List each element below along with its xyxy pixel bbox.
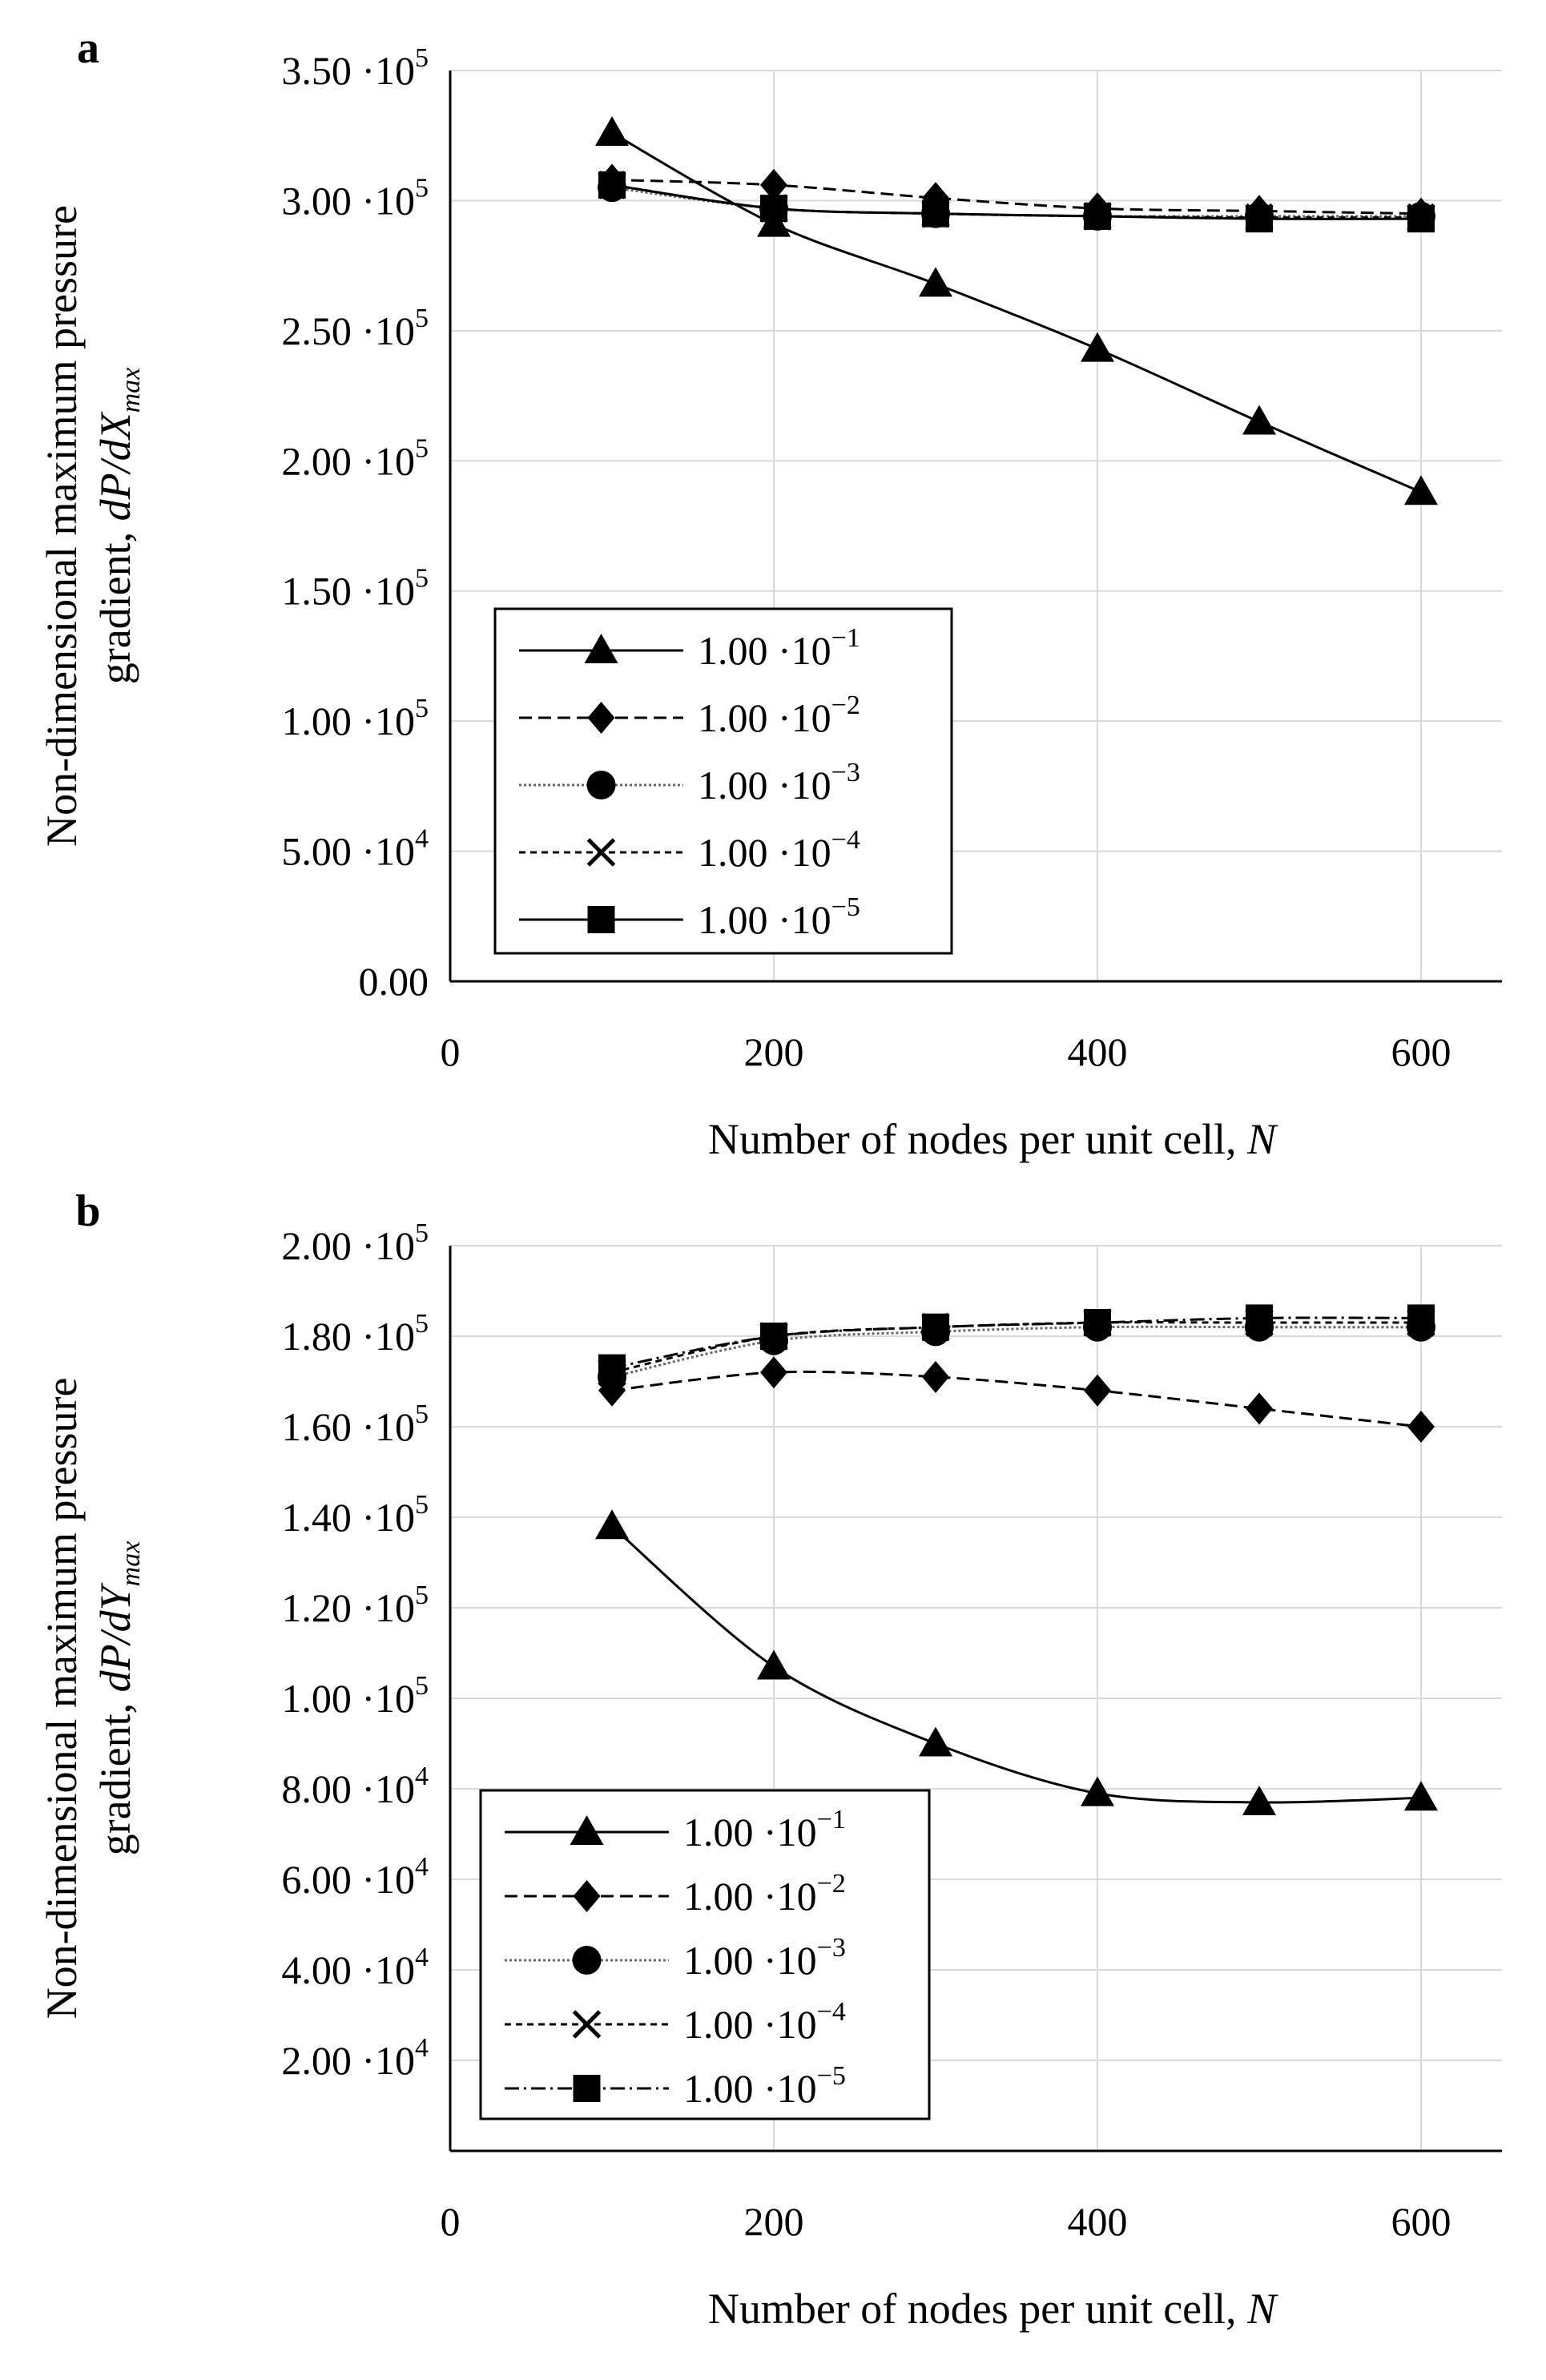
data-point-s1-2 [757,1649,791,1680]
series-line-1 [611,1525,1422,1804]
y-tick-label: 1.00 ·105 [281,694,429,743]
legend-marker-2 [573,1880,601,1912]
legend-marker-3 [572,1946,602,1975]
y-tick-label: 1.20 ·105 [281,1581,429,1630]
legend-label-3: 1.00 ·10−3 [698,758,860,807]
x-tick-label: 0 [441,1029,461,1074]
y-tick-label: 1.50 ·105 [281,564,429,614]
series-line-1 [611,131,1422,493]
data-point-s1-3 [919,1726,952,1757]
y-axis-label-line1: Non-dimensional maximum pressure [38,1378,86,2020]
y-tick-label: 5.00 ·104 [281,824,429,874]
legend-label-4: 1.00 ·10−4 [698,825,860,875]
data-point-s2-4 [1084,1374,1111,1407]
legend-marker-3 [586,771,616,799]
legend-label-5: 1.00 ·10−5 [698,892,860,942]
legend-box [479,1789,931,2120]
y-tick-label: 2.00 ·105 [281,1218,429,1268]
data-point-s1-5 [1242,1785,1276,1815]
series-line-5 [611,183,1422,220]
data-point-s2-6 [1407,1411,1435,1443]
y-axis-label-line2: gradient, dP/dYmax [91,1541,146,1856]
data-point-s2-2 [760,1356,787,1389]
y-tick-label: 8.00 ·104 [281,1762,429,1811]
data-point-s5-2 [760,195,787,223]
legend: 1.00 ·10−1 1.00 ·10−2 1.00 ·10−3 1.00 ·10−4… [493,607,953,955]
y-tick-label: 1.80 ·105 [281,1309,429,1359]
legend-marker-2 [587,702,615,734]
legend-label-3: 1.00 ·10−3 [683,1933,846,1983]
x-tick-label: 600 [1391,2199,1451,2244]
series-line-2 [611,1370,1422,1428]
data-point-s5-1 [598,1354,626,1382]
data-point-s5-1 [598,171,626,199]
data-point-s1-1 [595,1509,629,1540]
legend-marker-5 [573,2075,601,2102]
legend-label-4: 1.00 ·10−4 [683,1997,846,2047]
data-point-s5-6 [1407,1304,1435,1332]
legend-marker-1 [570,1815,604,1845]
legend-marker-5 [587,906,615,933]
data-point-s5-3 [922,199,949,228]
y-tick-label: 2.00 ·104 [281,2033,429,2083]
data-point-s1-6 [1404,1781,1438,1811]
panel-label: a [77,23,99,73]
chart-panel-a: a 0.00 5.00 ·104 1.00 ·105 1.50 ·105 2.00 ·10… [38,23,1502,1163]
series-line-3 [611,1325,1421,1379]
data-point-s5-5 [1246,205,1273,233]
legend-marker-4 [572,2010,602,2039]
legend-marker-1 [584,634,618,663]
y-tick-label: 2.00 ·105 [281,433,429,483]
x-tick-label: 200 [744,2199,804,2244]
legend-label-5: 1.00 ·10−5 [683,2061,846,2111]
y-tick-label: 6.00 ·104 [281,1852,429,1902]
legend-label-2: 1.00 ·10−2 [683,1869,846,1919]
x-tick-label: 400 [1068,1029,1128,1074]
y-tick-label: 4.00 ·104 [281,1943,429,1992]
y-tick-label: 1.00 ·105 [281,1671,429,1721]
y-tick-label: 1.60 ·105 [281,1399,429,1449]
x-tick-label: 400 [1068,2199,1128,2244]
y-tick-label: 3.50 ·105 [281,43,429,93]
x-tick-label: 0 [441,2199,461,2244]
legend: 1.00 ·10−1 1.00 ·10−2 1.00 ·10−3 1.00 ·10−4… [479,1789,931,2120]
legend-label-2: 1.00 ·10−2 [698,691,860,740]
data-point-s5-4 [1084,1309,1111,1337]
y-tick-label: 2.50 ·105 [281,304,429,353]
legend-marker-4 [586,838,616,867]
data-point-s5-6 [1407,205,1435,233]
data-point-s2-2 [760,168,787,201]
data-point-s1-4 [1081,1776,1114,1806]
legend-box [493,607,953,955]
data-point-s5-4 [1084,202,1111,230]
data-point-s1-6 [1404,475,1438,505]
y-tick-label: 0.00 [359,959,429,1004]
legend-label-1: 1.00 ·10−1 [683,1805,846,1854]
series-line-2 [611,178,1422,215]
data-point-s5-2 [760,1323,787,1350]
y-tick-label: 1.40 ·105 [281,1490,429,1540]
data-point-s1-1 [595,115,629,146]
data-point-s1-5 [1242,405,1276,435]
x-axis-label: Number of nodes per unit cell, N [708,1115,1278,1163]
legend-label-1: 1.00 ·10−1 [698,623,860,673]
x-tick-label: 200 [744,1029,804,1074]
data-point-s1-4 [1081,332,1114,362]
data-point-s2-5 [1246,1392,1273,1425]
y-axis-label-line2: gradient, dP/dXmax [91,368,146,685]
data-point-s5-5 [1246,1304,1273,1332]
series-line-5 [611,1316,1422,1370]
chart-panel-b: b 2.00 ·104 4.00 ·104 6.00 ·104 8.00 ·104 1.0… [38,1186,1502,2333]
data-point-s1-3 [919,267,952,297]
panel-label: b [75,1186,100,1236]
x-axis-label: Number of nodes per unit cell, N [708,2285,1278,2333]
data-point-s2-3 [922,1360,949,1393]
y-tick-label: 3.00 ·105 [281,173,429,223]
x-tick-label: 600 [1391,1029,1451,1074]
y-axis-label-line1: Non-dimensional maximum pressure [38,205,86,847]
data-point-s5-3 [922,1313,949,1341]
